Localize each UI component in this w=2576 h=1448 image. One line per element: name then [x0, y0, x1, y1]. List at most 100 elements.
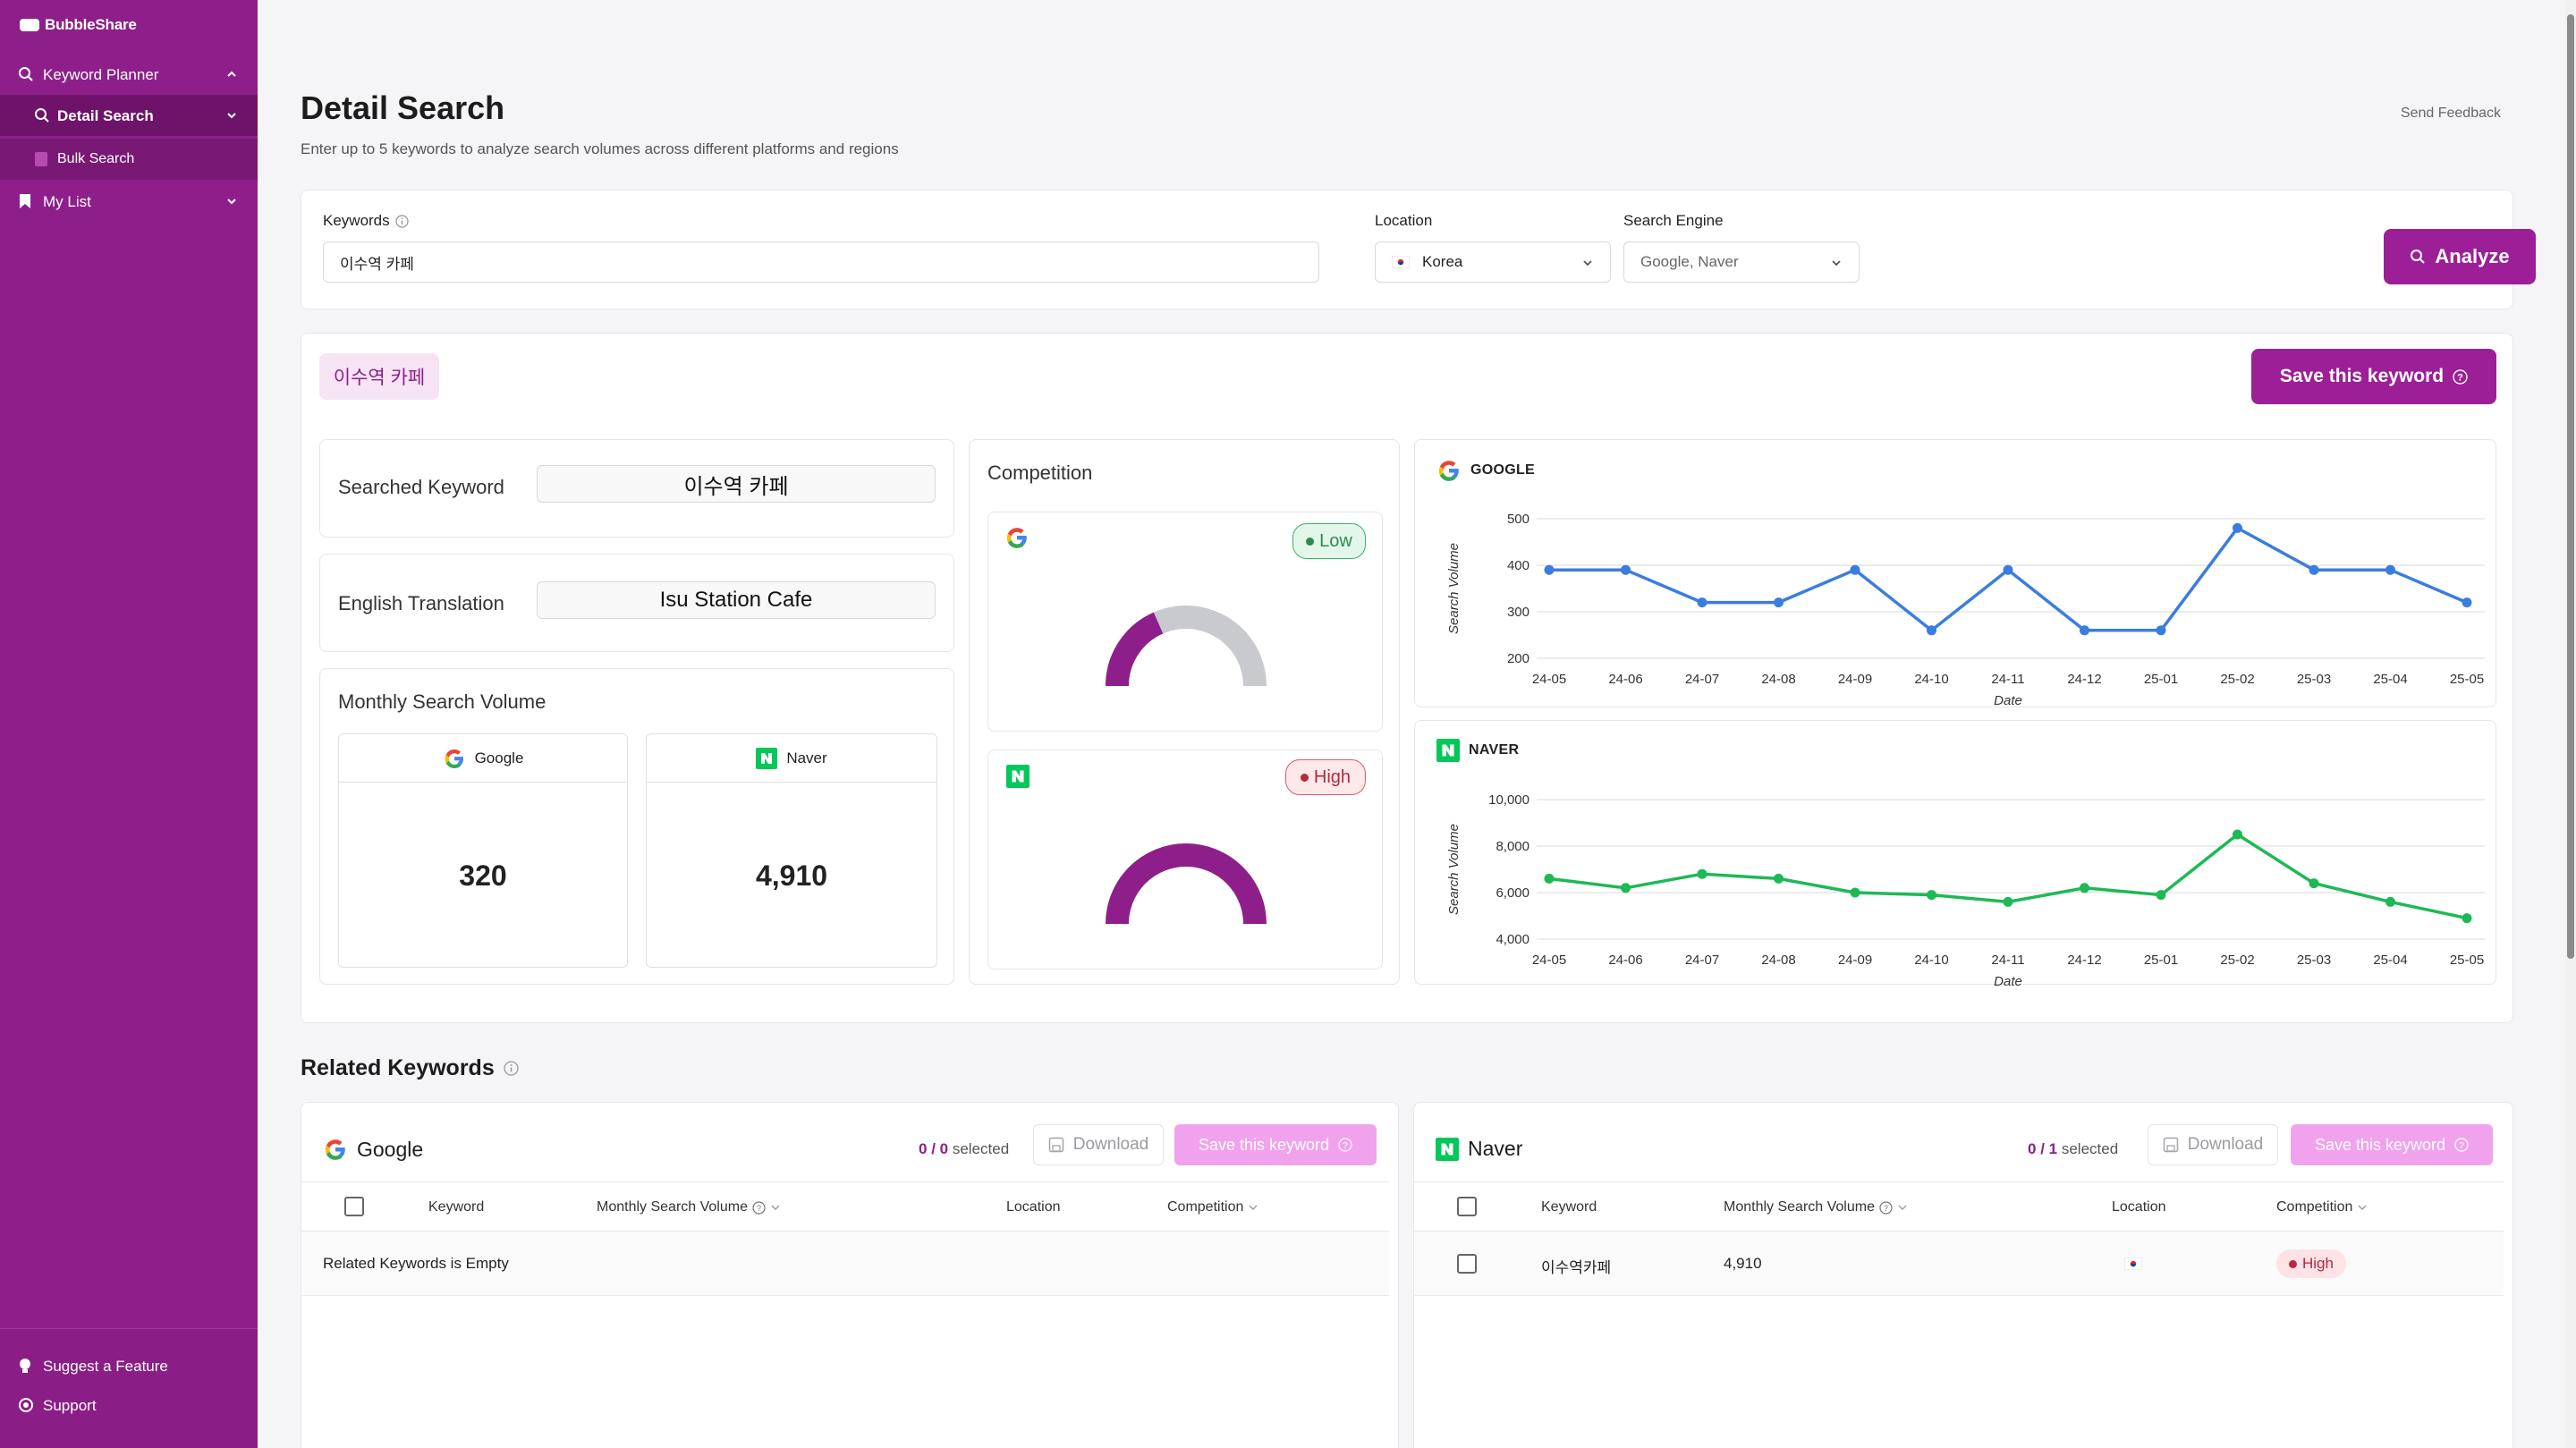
- google-line-chart: 200 300 400 500 24-05 24-06 24-07 24-08 24-09 24-…: [1446, 512, 2485, 708]
- x-tick-label: 24-05: [1532, 953, 1566, 968]
- x-tick-label: 24-09: [1838, 953, 1872, 968]
- google-chart-card: GOOGLE 200 300 400 500 24-05 24-06 24-07 24-08 2…: [1414, 439, 2496, 708]
- search-zoom-icon: [35, 108, 49, 123]
- data-point: [2385, 896, 2395, 907]
- column-location[interactable]: Location: [2112, 1199, 2166, 1215]
- naver-chart-card: NAVER 4,000 6,000 8,000 10,000 24-05 24-06 24-…: [1414, 720, 2496, 986]
- help-icon: ?: [2454, 1138, 2469, 1152]
- google-logo-icon: [325, 1139, 345, 1160]
- help-icon: ?: [1879, 1200, 1893, 1215]
- naver-logo-icon: [1436, 1137, 1459, 1161]
- data-point: [2462, 597, 2472, 608]
- naver-download-button[interactable]: Download: [2148, 1124, 2278, 1165]
- column-monthly-volume[interactable]: Monthly Search Volume ?: [597, 1199, 781, 1215]
- data-point: [2233, 829, 2242, 840]
- naver-selected-total: / 1: [2040, 1140, 2058, 1157]
- data-point: [2309, 564, 2319, 575]
- x-axis-title: Date: [1994, 974, 2022, 986]
- column-keyword[interactable]: Keyword: [428, 1199, 485, 1215]
- naver-volume-header: Naver: [647, 734, 936, 783]
- search-form-card: Keywords 이수역 카페 Location Korea Search En…: [301, 190, 2536, 309]
- page-scrollbar-thumb[interactable]: [2567, 14, 2574, 959]
- naver-save-keyword-label: Save this keyword: [2314, 1135, 2446, 1154]
- svg-text:?: ?: [757, 1204, 761, 1213]
- series-line: [1549, 526, 2468, 632]
- brand-name: BubbleShare: [45, 16, 137, 33]
- google-download-button[interactable]: Download: [1033, 1124, 1164, 1165]
- google-logo-icon: [1006, 528, 1027, 548]
- info-icon[interactable]: [504, 1061, 519, 1076]
- x-tick-label: 25-01: [2144, 672, 2178, 687]
- sidebar-item-label: Keyword Planner: [43, 66, 159, 83]
- data-point: [2309, 878, 2319, 889]
- analyze-button[interactable]: Analyze: [2384, 229, 2536, 284]
- column-competition[interactable]: Competition: [2276, 1199, 2368, 1215]
- data-point: [1697, 597, 1707, 608]
- search-engine-select[interactable]: Google, Naver: [1623, 241, 1860, 283]
- keywords-label: Keywords: [323, 212, 409, 230]
- keywords-label-text: Keywords: [323, 212, 390, 229]
- location-select[interactable]: Korea: [1375, 241, 1611, 283]
- naver-selected-text: selected: [2061, 1140, 2119, 1157]
- column-monthly-volume-label: Monthly Search Volume: [1724, 1199, 1875, 1215]
- google-volume-title: Google: [474, 749, 524, 766]
- sidebar-item-detail-search[interactable]: Detail Search: [0, 95, 258, 136]
- save-keyword-button[interactable]: Save this keyword ?: [2251, 349, 2496, 404]
- data-point: [2003, 896, 2013, 907]
- chevron-down-icon: [1249, 1205, 1258, 1210]
- column-competition[interactable]: Competition: [1167, 1199, 1258, 1215]
- send-feedback-link[interactable]: Send Feedback: [2400, 106, 2501, 121]
- row-checkbox[interactable]: [1457, 1254, 1477, 1274]
- y-tick-label: 8,000: [1496, 839, 1530, 854]
- data-point: [1621, 883, 1631, 893]
- table-row[interactable]: 이수역카페 4,910 High: [1414, 1232, 2504, 1296]
- google-volume-header: Google: [339, 734, 627, 783]
- search-icon: [19, 67, 33, 81]
- naver-save-keyword-button[interactable]: Save this keyword ?: [2291, 1124, 2493, 1165]
- sidebar-item-keyword-planner[interactable]: Keyword Planner: [0, 54, 258, 95]
- info-icon[interactable]: [394, 214, 409, 228]
- keywords-input[interactable]: 이수역 카페: [323, 241, 1319, 283]
- chevron-down-icon: [1832, 260, 1841, 267]
- google-save-keyword-label: Save this keyword: [1198, 1135, 1330, 1154]
- x-tick-label: 24-10: [1914, 953, 1948, 968]
- sidebar-item-my-list[interactable]: My List: [0, 181, 258, 222]
- column-keyword[interactable]: Keyword: [1541, 1199, 1597, 1215]
- searched-keyword-card: Searched Keyword 이수역 카페: [319, 439, 954, 538]
- data-point: [2156, 625, 2166, 636]
- data-point: [2233, 522, 2242, 533]
- google-chart-title: GOOGLE: [1470, 462, 1536, 478]
- suggest-feature-link[interactable]: Suggest a Feature: [0, 1345, 258, 1386]
- korea-flag-icon: [2124, 1257, 2142, 1270]
- svg-text:?: ?: [1343, 1141, 1348, 1151]
- google-download-label: Download: [1072, 1135, 1149, 1154]
- row-volume: 4,910: [1724, 1255, 1762, 1272]
- naver-volume-box: Naver 4,910: [646, 733, 937, 968]
- naver-select-all-checkbox[interactable]: [1457, 1197, 1477, 1216]
- data-point: [1927, 890, 1936, 901]
- page-scrollbar[interactable]: [2565, 0, 2576, 1448]
- google-empty-row: Related Keywords is Empty: [301, 1232, 1389, 1296]
- y-tick-label: 400: [1507, 558, 1530, 573]
- google-selected-text: selected: [952, 1140, 1010, 1157]
- help-icon: ?: [1338, 1138, 1352, 1152]
- google-save-keyword-button[interactable]: Save this keyword ?: [1174, 1124, 1377, 1165]
- column-location[interactable]: Location: [1006, 1199, 1061, 1215]
- y-tick-label: 300: [1507, 605, 1530, 620]
- monthly-volume-label: Monthly Search Volume: [338, 690, 547, 713]
- naver-line-chart: 4,000 6,000 8,000 10,000 24-05 24-06 24-07 24-0…: [1446, 792, 2485, 986]
- support-link[interactable]: Support: [0, 1384, 258, 1426]
- data-point: [1774, 597, 1784, 608]
- help-icon: ?: [752, 1200, 766, 1215]
- naver-competition-badge: High: [1285, 759, 1366, 795]
- y-tick-label: 6,000: [1496, 885, 1530, 901]
- sidebar-item-bulk-search[interactable]: Bulk Search: [0, 139, 258, 180]
- x-tick-label: 24-06: [1608, 953, 1642, 968]
- x-tick-label: 24-11: [1991, 953, 2024, 968]
- google-competition-box: Low: [987, 512, 1383, 732]
- brand[interactable]: BubbleShare: [20, 16, 137, 34]
- google-select-all-checkbox[interactable]: [344, 1197, 364, 1216]
- keyword-chip[interactable]: 이수역 카페: [319, 353, 439, 400]
- column-monthly-volume[interactable]: Monthly Search Volume ?: [1724, 1199, 1908, 1215]
- x-tick-label: 25-05: [2450, 953, 2484, 968]
